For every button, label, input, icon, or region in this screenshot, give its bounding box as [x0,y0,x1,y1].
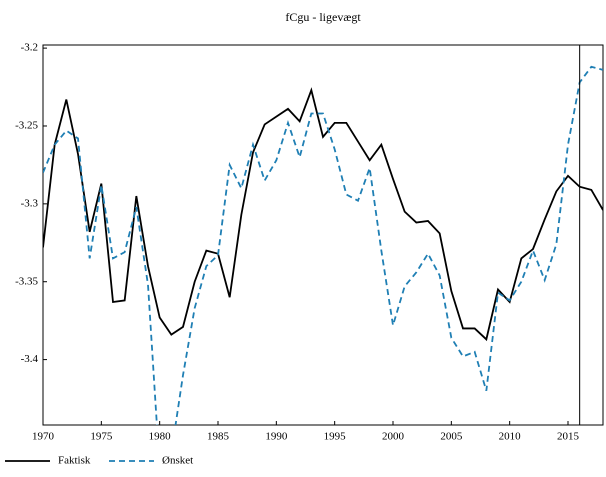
plot-frame [42,44,604,426]
x-tick-label: 1995 [324,431,347,443]
x-tick-label: 2015 [557,431,580,443]
x-tick-label: 1970 [32,431,55,443]
y-tick-label: -3.35 [15,275,38,287]
legend-label: Ønsket [162,455,193,467]
y-tick-label: -3.4 [21,353,39,365]
y-tick-label: -3.25 [15,120,38,132]
x-tick-label: 1980 [149,431,172,443]
legend-label: Faktisk [58,455,91,467]
x-tick-label: 1985 [207,431,230,443]
plot-area [43,65,603,425]
x-tick-label: 1990 [265,431,288,443]
x-tick-label: 2000 [382,431,405,443]
series-line [43,87,603,342]
x-tick-label: 1975 [90,431,113,443]
x-tick-label: 2010 [499,431,522,443]
chart-title: fCgu - ligevægt [285,10,361,24]
series-line [43,65,603,425]
x-tick-label: 2005 [440,431,463,443]
y-tick-label: -3.3 [21,197,39,209]
y-tick-label: -3.2 [21,42,38,54]
